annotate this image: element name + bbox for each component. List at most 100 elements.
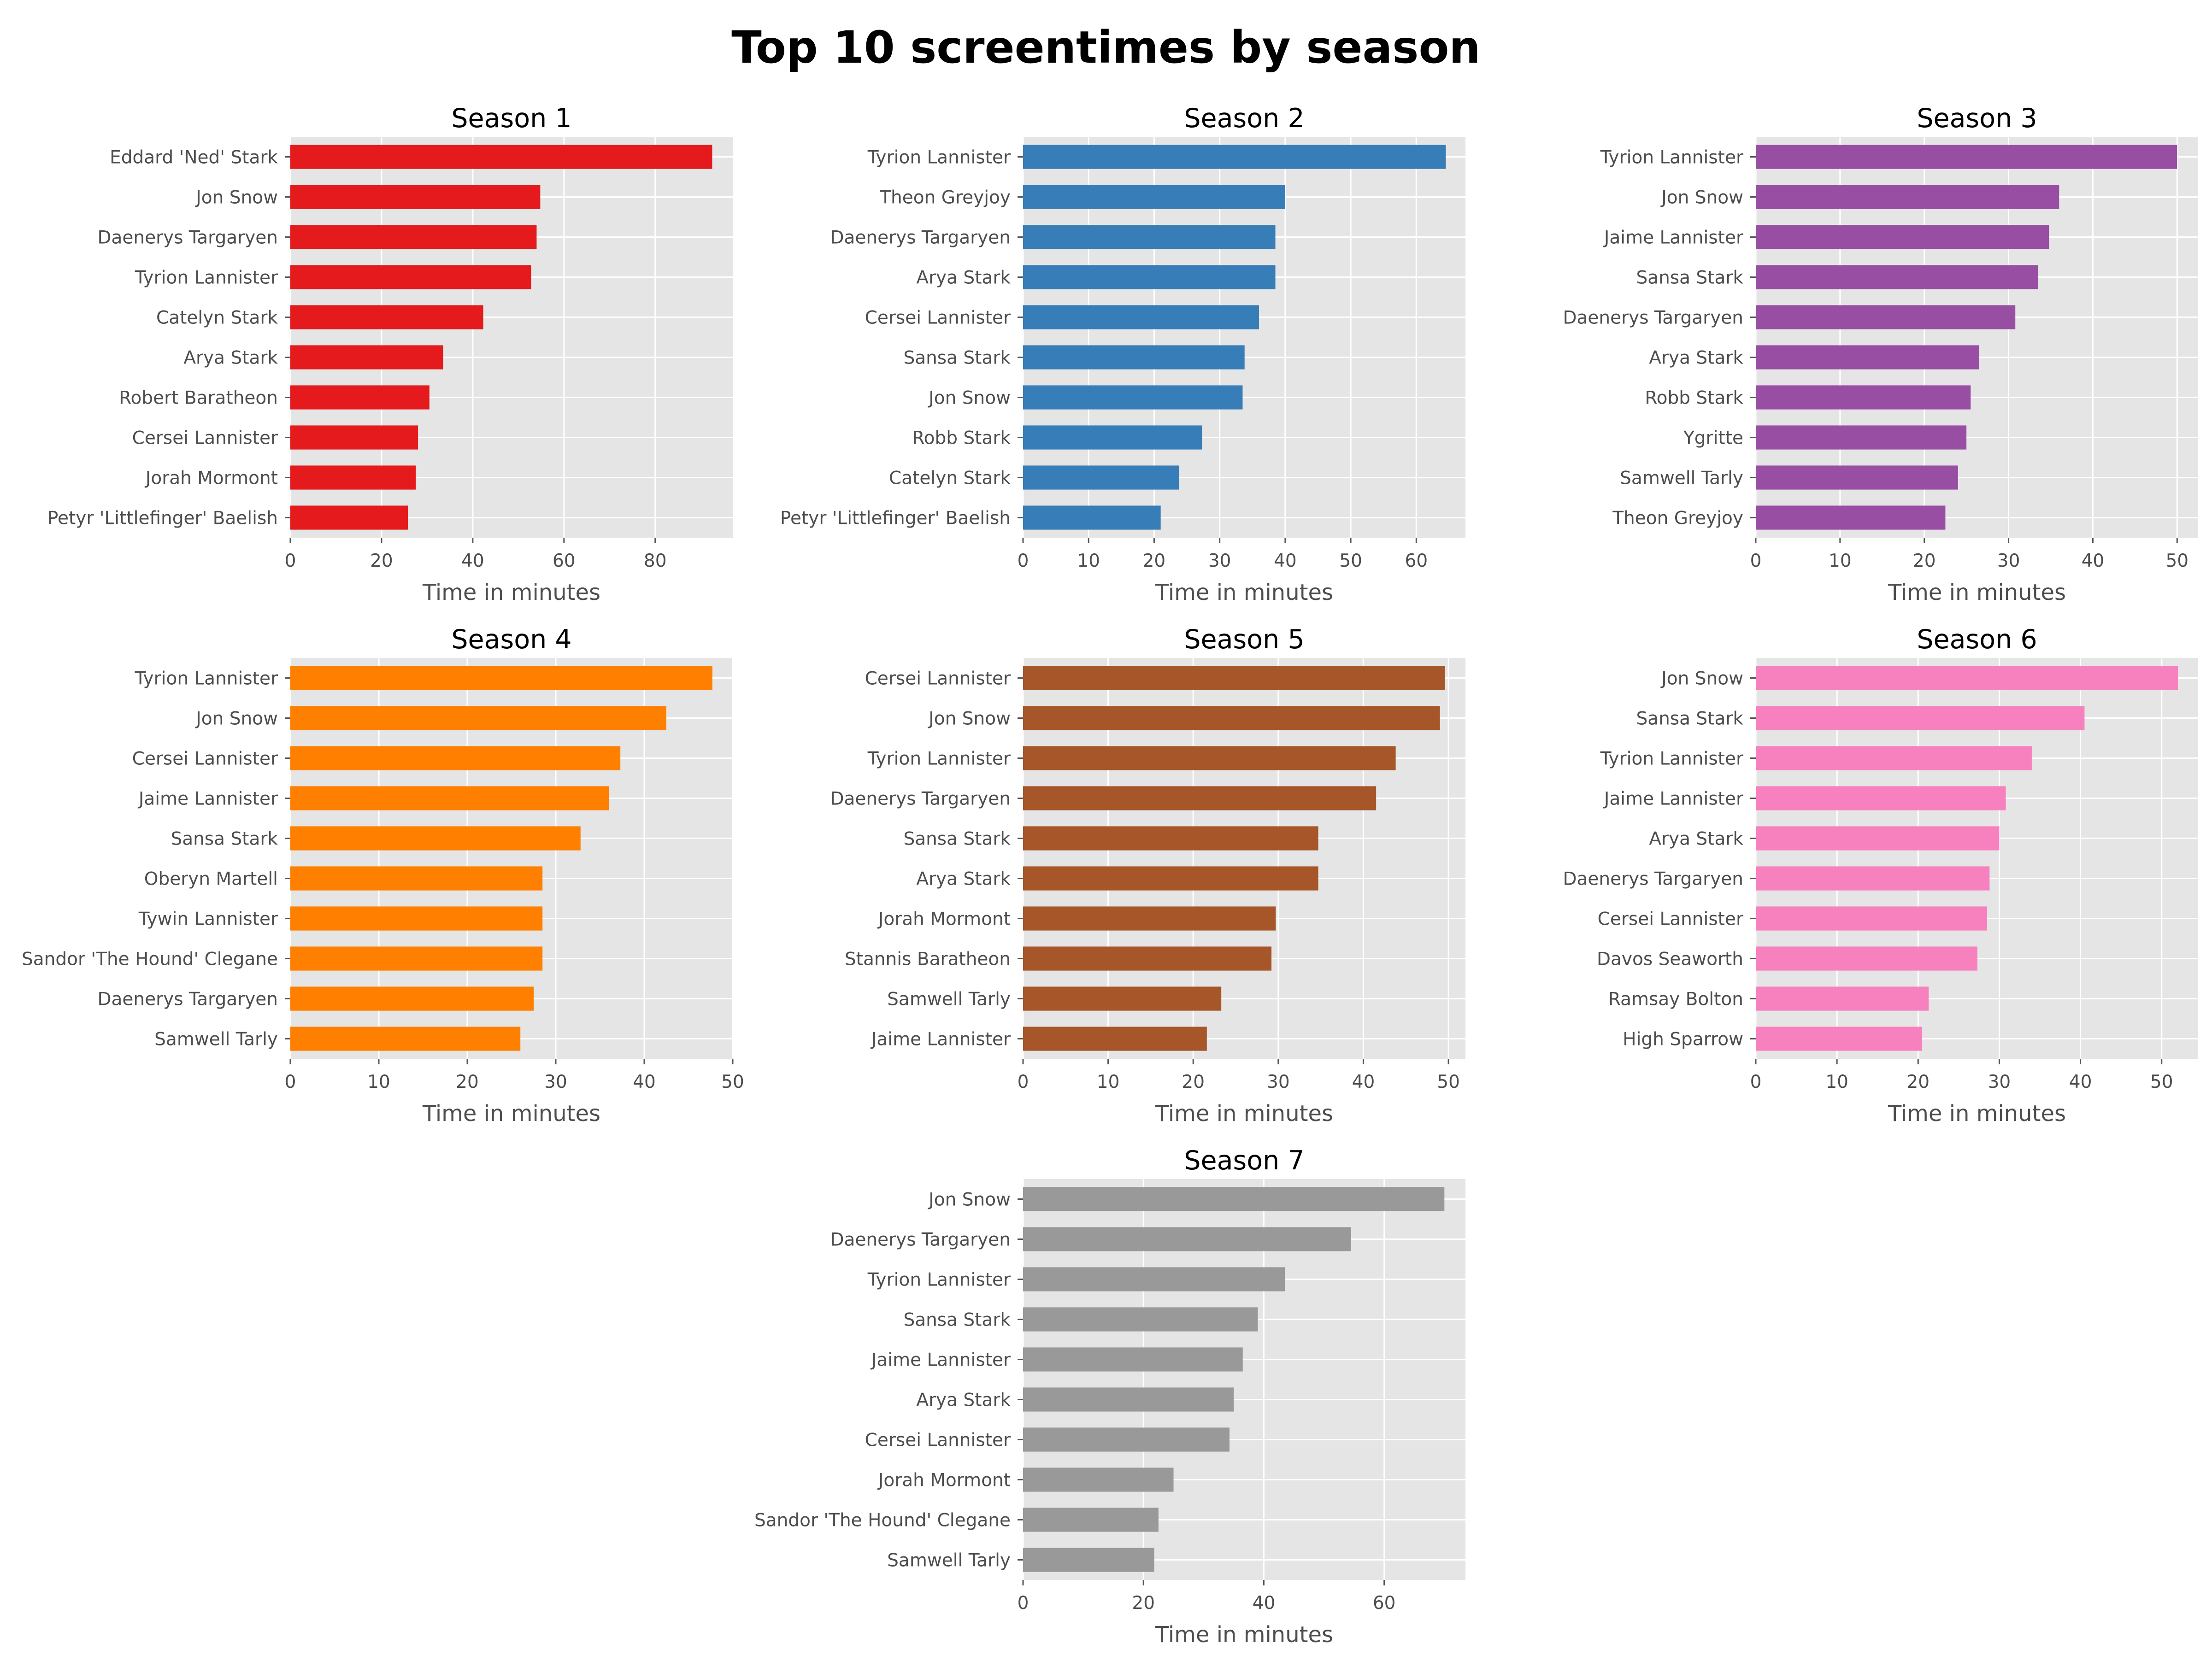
x-tick-label: 20 <box>456 1072 479 1092</box>
x-tick-label: 0 <box>1750 1072 1762 1092</box>
subplot-season-3: Tyrion Lannister Jon Snow Jaime Lannister S… <box>1563 103 2198 605</box>
bar <box>290 465 416 490</box>
y-tick-label: Catelyn Stark <box>889 468 1011 489</box>
y-tick-label: Daenerys Targaryen <box>830 789 1011 810</box>
bar <box>1756 265 2038 289</box>
y-tick-label: Arya Stark <box>183 348 278 369</box>
y-tick-label: Arya Stark <box>916 869 1011 890</box>
bar <box>1756 906 1988 931</box>
y-tick-label: Eddard 'Ned' Stark <box>110 147 278 168</box>
bar <box>1023 1227 1351 1251</box>
y-tick-label: Sansa Stark <box>1636 268 1743 288</box>
bar <box>1023 706 1440 730</box>
x-tick-label: 0 <box>1750 551 1762 571</box>
subplot-title: Season 5 <box>1184 624 1304 655</box>
y-tick-label: Catelyn Stark <box>156 308 278 329</box>
x-tick-label: 30 <box>1267 1072 1290 1092</box>
y-tick-label: Jon Snow <box>194 709 278 729</box>
bar <box>1023 1427 1230 1452</box>
y-tick-label: Samwell Tarly <box>887 1550 1011 1571</box>
x-tick-label: 50 <box>2165 551 2188 571</box>
y-tick-label: Tyrion Lannister <box>867 749 1011 769</box>
bar <box>290 946 543 971</box>
x-tick-label: 20 <box>1143 551 1166 571</box>
bar <box>1756 385 1971 410</box>
bar <box>1023 906 1276 931</box>
bar <box>290 1027 521 1051</box>
x-axis-label: Time in minutes <box>1155 580 1333 605</box>
y-tick-label: Tyrion Lannister <box>135 669 278 689</box>
bar <box>1023 145 1446 169</box>
bar <box>1023 986 1222 1011</box>
bar <box>1756 666 2178 690</box>
x-tick-label: 60 <box>1405 551 1428 571</box>
x-tick-label: 50 <box>2150 1072 2173 1092</box>
y-tick-label: Sansa Stark <box>903 1310 1011 1331</box>
y-tick-label: Samwell Tarly <box>887 989 1011 1010</box>
subplot-season-6: Jon Snow Sansa Stark Tyrion Lannister Jaime… <box>1563 624 2198 1127</box>
y-tick-label: Jon Snow <box>1660 669 1743 689</box>
subplot-title: Season 1 <box>451 103 571 134</box>
y-tick-label: Daenerys Targaryen <box>830 1230 1011 1250</box>
y-tick-label: Stannis Baratheon <box>845 949 1011 970</box>
bar <box>1023 1508 1159 1532</box>
bar <box>1023 505 1161 530</box>
bar <box>1756 826 2000 851</box>
y-tick-label: Cersei Lannister <box>865 1430 1011 1451</box>
x-tick-label: 30 <box>1997 551 2020 571</box>
subplot-season-4: Tyrion Lannister Jon Snow Cersei Lannister… <box>22 624 744 1127</box>
bar <box>290 505 408 530</box>
bar <box>1756 505 1946 530</box>
x-tick-label: 0 <box>1018 1072 1029 1092</box>
bar <box>1023 1267 1285 1291</box>
y-tick-label: Arya Stark <box>916 268 1011 288</box>
x-tick-label: 50 <box>1339 551 1362 571</box>
y-tick-label: Sansa Stark <box>903 348 1011 369</box>
subplot-title: Season 3 <box>1917 103 2037 134</box>
bar <box>290 986 534 1011</box>
y-tick-label: Sandor 'The Hound' Clegane <box>754 1510 1011 1531</box>
x-tick-label: 60 <box>553 551 576 571</box>
subplot-season-2: Tyrion Lannister Theon Greyjoy Daenerys Ta… <box>780 103 1465 605</box>
y-tick-label: Jaime Lannister <box>870 1029 1011 1050</box>
y-tick-label: Petyr 'Littlefinger' Baelish <box>47 508 278 529</box>
y-tick-label: High Sparrow <box>1623 1029 1743 1050</box>
y-tick-label: Davos Seaworth <box>1597 949 1743 970</box>
y-tick-label: Daenerys Targaryen <box>97 228 278 248</box>
bar <box>1023 265 1276 289</box>
bar <box>1023 946 1272 971</box>
y-tick-label: Jaime Lannister <box>137 789 278 810</box>
x-tick-label: 40 <box>461 551 484 571</box>
x-axis-label: Time in minutes <box>422 1101 600 1127</box>
y-tick-label: Ramsay Bolton <box>1608 989 1743 1010</box>
y-tick-label: Cersei Lannister <box>865 669 1011 689</box>
x-tick-label: 0 <box>285 551 296 571</box>
bar <box>1023 185 1285 209</box>
y-tick-label: Robb Stark <box>912 428 1011 449</box>
bar <box>1756 345 1979 370</box>
subplot-title: Season 2 <box>1184 103 1304 134</box>
bar <box>1023 345 1245 370</box>
bar <box>1023 786 1377 810</box>
y-tick-label: Daenerys Targaryen <box>1563 869 1743 890</box>
bar <box>1023 305 1259 329</box>
subplot-title: Season 6 <box>1917 624 2037 655</box>
y-tick-label: Jaime Lannister <box>870 1350 1011 1371</box>
y-tick-label: Sansa Stark <box>903 829 1011 850</box>
x-tick-label: 10 <box>1097 1072 1120 1092</box>
x-tick-label: 40 <box>1274 551 1297 571</box>
y-tick-label: Robert Baratheon <box>119 388 278 409</box>
x-axis-label: Time in minutes <box>1155 1101 1333 1127</box>
y-tick-label: Cersei Lannister <box>1598 909 1744 930</box>
bar <box>290 866 543 891</box>
y-tick-label: Daenerys Targaryen <box>1563 308 1743 329</box>
bar <box>290 746 621 770</box>
x-tick-label: 50 <box>721 1072 744 1092</box>
y-tick-label: Jaime Lannister <box>1603 789 1744 810</box>
x-tick-label: 10 <box>1829 551 1852 571</box>
y-tick-label: Theon Greyjoy <box>1612 508 1743 529</box>
y-tick-label: Tyrion Lannister <box>135 268 278 288</box>
y-tick-label: Samwell Tarly <box>154 1029 278 1050</box>
